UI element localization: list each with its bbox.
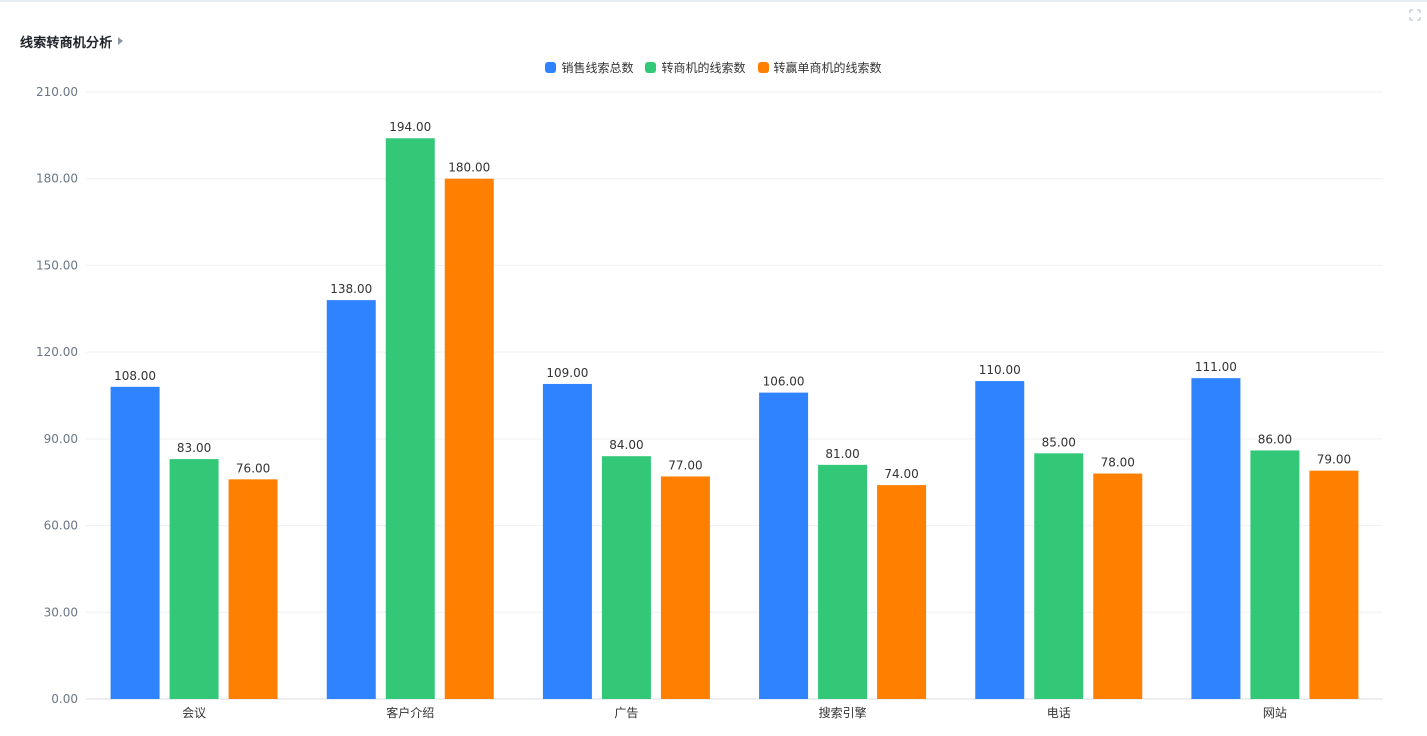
legend-item-series-3[interactable]: 转赢单商机的线索数 [757, 59, 882, 76]
chart-legend: 销售线索总数 转商机的线索数 转赢单商机的线索数 [0, 59, 1427, 76]
legend-item-series-1[interactable]: 销售线索总数 [545, 59, 633, 76]
data-label: 85.00 [1042, 435, 1076, 449]
data-label: 83.00 [177, 441, 211, 455]
bar[interactable] [660, 476, 710, 699]
data-label: 84.00 [609, 438, 643, 452]
chart-header: 线索转商机分析 [20, 31, 124, 51]
legend-swatch [545, 62, 557, 73]
data-label: 109.00 [546, 366, 588, 380]
bar[interactable] [759, 392, 809, 699]
y-tick-label: 150.00 [36, 258, 78, 272]
data-label: 111.00 [1195, 360, 1237, 374]
bar[interactable] [110, 386, 160, 699]
bar[interactable] [1191, 378, 1241, 699]
bar[interactable] [601, 456, 651, 699]
bar[interactable] [228, 479, 278, 699]
y-tick-label: 180.00 [36, 172, 78, 186]
bar[interactable] [1093, 473, 1143, 699]
data-label: 108.00 [114, 369, 156, 383]
x-tick-label: 搜索引擎 [819, 705, 867, 720]
bar[interactable] [326, 300, 376, 699]
legend-label: 销售线索总数 [561, 61, 634, 75]
y-tick-label: 120.00 [36, 345, 78, 359]
data-label: 110.00 [979, 363, 1021, 377]
legend-item-series-2[interactable]: 转商机的线索数 [645, 59, 746, 76]
bar[interactable] [975, 381, 1025, 699]
data-label: 194.00 [389, 120, 431, 134]
caret-right-icon[interactable] [118, 37, 124, 45]
x-tick-label: 会议 [182, 706, 206, 720]
chart-title: 线索转商机分析 [20, 35, 113, 51]
y-tick-label: 0.00 [51, 692, 78, 706]
data-label: 78.00 [1101, 456, 1135, 470]
bar[interactable] [818, 464, 868, 699]
legend-label: 转商机的线索数 [661, 61, 746, 75]
data-label: 79.00 [1317, 453, 1351, 467]
bar[interactable] [444, 178, 494, 699]
y-tick-label: 90.00 [44, 432, 78, 446]
bar[interactable] [1034, 453, 1084, 699]
data-label: 106.00 [763, 375, 805, 389]
legend-swatch [757, 62, 769, 73]
y-tick-label: 30.00 [44, 605, 78, 619]
data-label: 74.00 [884, 467, 918, 481]
legend-label: 转赢单商机的线索数 [773, 61, 882, 75]
x-tick-label: 客户介绍 [386, 705, 434, 720]
fullscreen-icon[interactable] [1409, 9, 1421, 21]
data-label: 76.00 [236, 461, 270, 475]
y-tick-label: 210.00 [36, 85, 78, 99]
data-label: 180.00 [448, 161, 490, 175]
legend-swatch [645, 62, 657, 73]
data-label: 81.00 [825, 447, 859, 461]
data-label: 86.00 [1258, 432, 1292, 446]
bar[interactable] [1250, 450, 1300, 699]
bar[interactable] [877, 485, 927, 699]
bar[interactable] [1309, 470, 1359, 699]
bar[interactable] [169, 459, 219, 699]
bar[interactable] [385, 138, 435, 699]
data-label: 138.00 [330, 282, 372, 296]
y-tick-label: 60.00 [44, 519, 78, 533]
x-tick-label: 电话 [1047, 706, 1071, 720]
x-tick-label: 广告 [614, 706, 638, 720]
bar[interactable] [542, 383, 592, 699]
top-border [0, 0, 1427, 2]
data-label: 77.00 [668, 458, 702, 472]
x-tick-label: 网站 [1263, 706, 1287, 720]
